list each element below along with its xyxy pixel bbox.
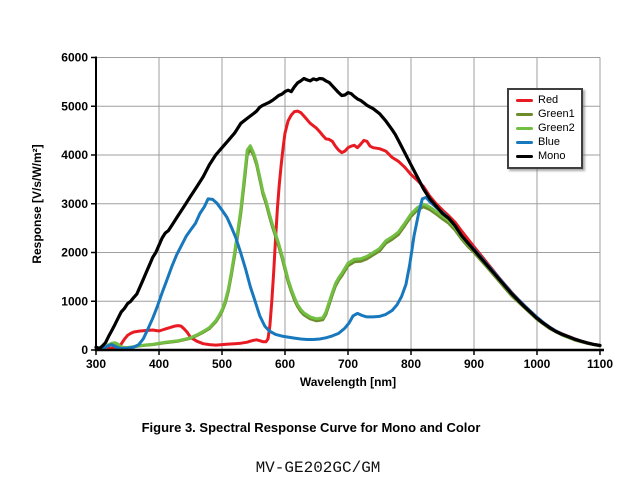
legend-label: Red	[538, 94, 559, 106]
green2-line-swatch	[516, 127, 533, 130]
legend-label: Blue	[538, 136, 561, 148]
legend-label: Green2	[538, 122, 575, 134]
x-tick-label: 300	[86, 357, 106, 371]
legend-item-blue: Blue	[509, 136, 581, 149]
x-tick-label: 400	[149, 357, 169, 371]
model-number: MV-GE202GC/GM	[255, 459, 381, 477]
legend-item-green1: Green1	[509, 108, 581, 121]
blue-line-swatch	[516, 141, 533, 144]
x-tick-label: 700	[338, 357, 358, 371]
green1-line-swatch	[516, 113, 533, 116]
legend-label: Mono	[538, 150, 566, 162]
x-tick-label: 1000	[524, 357, 551, 371]
series-line-mono	[94, 76, 602, 351]
mono-line-swatch	[516, 155, 533, 158]
figure-caption: Figure 3. Spectral Response Curve for Mo…	[141, 420, 481, 435]
legend-item-green2: Green2	[509, 122, 581, 135]
y-tick-label: 3000	[61, 197, 88, 211]
x-tick-label: 600	[275, 357, 295, 371]
y-tick-label: 5000	[61, 99, 88, 113]
legend-label: Green1	[538, 108, 575, 120]
x-tick-label: 1100	[587, 357, 613, 371]
red-line-swatch	[516, 99, 533, 102]
y-tick-label: 0	[81, 343, 88, 357]
x-axis-title: Wavelength [nm]	[300, 375, 396, 389]
x-tick-label: 500	[212, 357, 232, 371]
y-axis-title: Response [V/s/W/m²]	[30, 144, 44, 263]
y-tick-label: 6000	[61, 51, 88, 65]
legend-item-mono: Mono	[509, 150, 581, 163]
x-tick-label: 900	[464, 357, 484, 371]
legend-item-red: Red	[509, 94, 581, 107]
y-tick-label: 4000	[61, 148, 88, 162]
chart-legend: Red Green1 Green2 Blue Mono	[507, 88, 583, 169]
x-tick-label: 800	[401, 357, 421, 371]
y-tick-label: 2000	[61, 246, 88, 260]
y-tick-label: 1000	[61, 294, 88, 308]
